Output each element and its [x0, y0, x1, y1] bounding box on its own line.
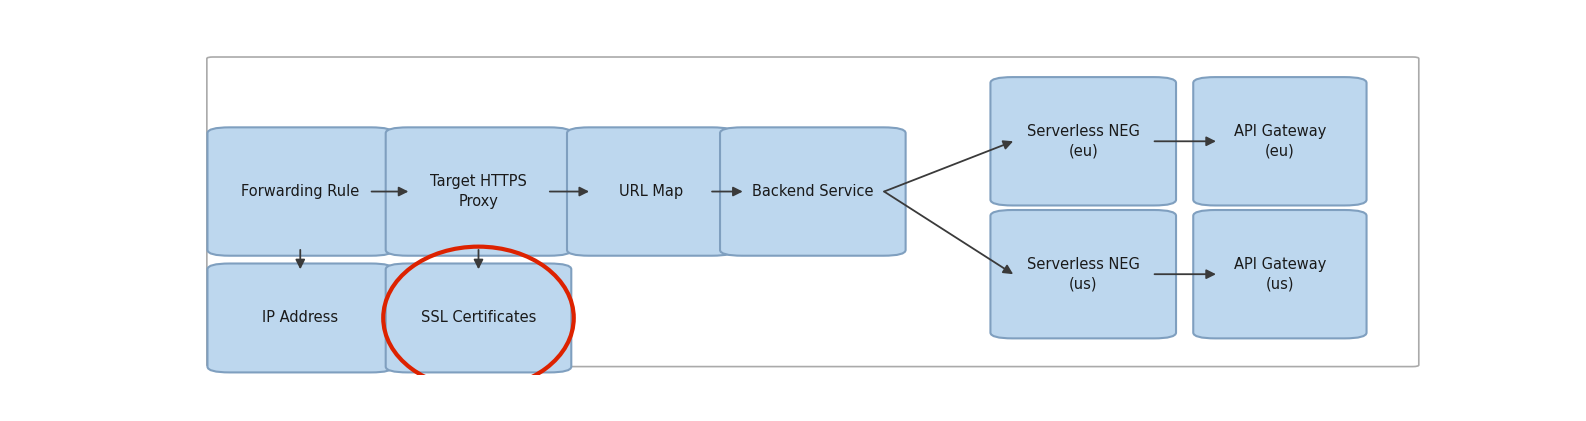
FancyBboxPatch shape — [568, 127, 734, 256]
FancyBboxPatch shape — [1193, 77, 1367, 205]
FancyBboxPatch shape — [385, 264, 571, 373]
Text: API Gateway
(eu): API Gateway (eu) — [1234, 124, 1326, 159]
FancyBboxPatch shape — [990, 77, 1177, 205]
Text: Target HTTPS
Proxy: Target HTTPS Proxy — [430, 174, 527, 209]
FancyBboxPatch shape — [208, 127, 393, 256]
FancyBboxPatch shape — [208, 264, 393, 373]
FancyBboxPatch shape — [1193, 210, 1367, 338]
Text: Forwarding Rule: Forwarding Rule — [241, 184, 360, 199]
Text: IP Address: IP Address — [262, 310, 338, 325]
Text: Serverless NEG
(us): Serverless NEG (us) — [1026, 257, 1140, 292]
Text: Serverless NEG
(eu): Serverless NEG (eu) — [1026, 124, 1140, 159]
FancyBboxPatch shape — [206, 57, 1419, 367]
Text: URL Map: URL Map — [619, 184, 682, 199]
FancyBboxPatch shape — [720, 127, 906, 256]
FancyBboxPatch shape — [990, 210, 1177, 338]
Text: SSL Certificates: SSL Certificates — [420, 310, 536, 325]
Text: Backend Service: Backend Service — [752, 184, 874, 199]
Text: API Gateway
(us): API Gateway (us) — [1234, 257, 1326, 292]
FancyBboxPatch shape — [385, 127, 571, 256]
